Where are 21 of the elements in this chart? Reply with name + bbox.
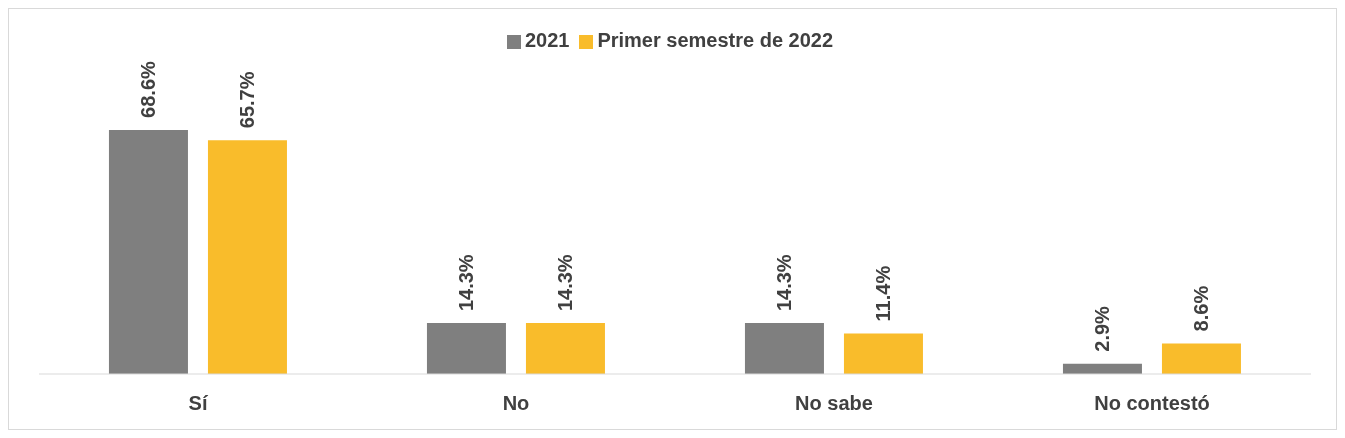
data-label: 8.6% [1190, 285, 1213, 332]
bar [207, 140, 287, 374]
bar [525, 323, 605, 374]
x-tick-label: No sabe [795, 392, 873, 415]
data-label: 2.9% [1091, 305, 1114, 352]
data-label: 68.6% [137, 60, 160, 118]
data-label: 14.3% [773, 254, 796, 312]
x-tick-label: Sí [188, 392, 209, 415]
data-label: 14.3% [455, 254, 478, 312]
bar [426, 323, 506, 374]
legend-label: Primer semestre de 2022 [597, 29, 834, 51]
data-label: 14.3% [554, 254, 577, 312]
bar [108, 129, 188, 374]
data-label: 11.4% [872, 265, 895, 322]
x-tick-label: No [502, 392, 530, 415]
data-label: 65.7% [236, 71, 259, 129]
bar [744, 323, 824, 374]
x-tick-label: No contestó [1094, 392, 1210, 415]
bar [1161, 343, 1241, 374]
bar [843, 333, 923, 374]
legend-label: 2021 [524, 29, 570, 51]
